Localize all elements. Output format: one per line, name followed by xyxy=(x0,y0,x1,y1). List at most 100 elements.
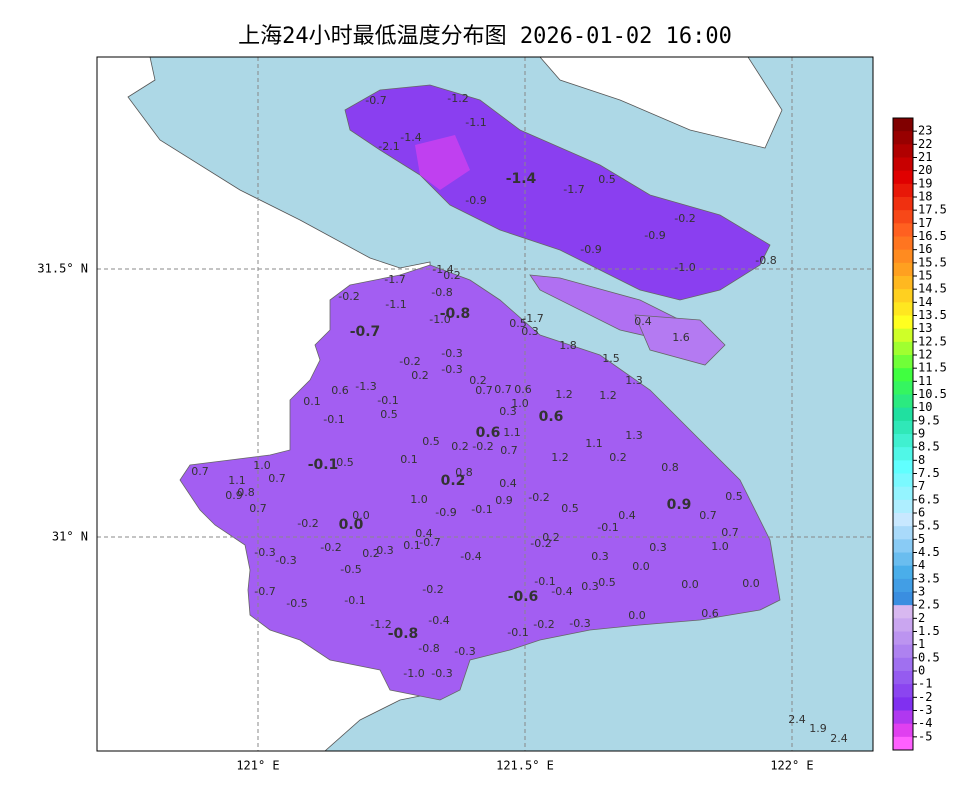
station-value: -0.1 xyxy=(308,457,339,473)
colorbar-segment xyxy=(893,499,913,514)
station-value: 0.1 xyxy=(303,395,321,408)
station-value: -1.2 xyxy=(370,618,391,631)
colorbar-segment xyxy=(893,355,913,369)
colorbar-label: -5 xyxy=(918,729,932,743)
colorbar-label: 11.5 xyxy=(918,361,947,375)
cold-spot xyxy=(415,135,470,190)
colorbar-label: 10 xyxy=(918,400,932,414)
station-value: -0.4 xyxy=(428,614,449,627)
station-value: 0.8 xyxy=(661,461,679,474)
station-value: -1.4 xyxy=(400,131,421,144)
station-value: -1.0 xyxy=(429,313,450,326)
colorbar-label: 14.5 xyxy=(918,282,947,296)
colorbar-label: 6 xyxy=(918,506,925,520)
colorbar-label: 13.5 xyxy=(918,308,947,322)
colorbar-segment xyxy=(893,592,913,606)
colorbar-segment xyxy=(893,631,913,646)
colorbar-label: 8.5 xyxy=(918,440,940,454)
station-value: 0.2 xyxy=(443,269,461,282)
colorbar-label: 7 xyxy=(918,479,925,493)
colorbar-label: 14 xyxy=(918,295,932,309)
frame-border xyxy=(96,56,874,752)
station-value: 1.1 xyxy=(228,474,246,487)
station-value: -1.4 xyxy=(506,171,537,187)
station-value: 0.4 xyxy=(499,477,517,490)
station-value: 1.0 xyxy=(253,459,271,472)
station-value: -0.2 xyxy=(320,541,341,554)
colorbar-segment xyxy=(893,183,913,198)
colorbar-segment xyxy=(893,407,913,422)
colorbar-label: 13 xyxy=(918,321,932,335)
station-value: -0.8 xyxy=(431,286,452,299)
station-value: 0.0 xyxy=(632,560,650,573)
station-value: -1.3 xyxy=(355,380,376,393)
colorbar-label: 23 xyxy=(918,124,932,138)
colorbar-label: 0 xyxy=(918,664,925,678)
station-value: -0.7 xyxy=(350,324,381,340)
station-value: 1.3 xyxy=(625,429,643,442)
station-value: 1.0 xyxy=(711,540,729,553)
station-value: -0.2 xyxy=(533,618,554,631)
station-value: 1.6 xyxy=(672,331,690,344)
colorbar-segment xyxy=(893,262,913,277)
station-value: 0.7 xyxy=(191,465,209,478)
station-value: -0.3 xyxy=(275,554,296,567)
colorbar-segment xyxy=(893,684,913,698)
station-value: -1.1 xyxy=(385,298,406,311)
station-value: -0.1 xyxy=(534,575,555,588)
lon-label: 121.5° E xyxy=(496,759,554,773)
station-value: -1.0 xyxy=(674,261,695,274)
station-value: -1.7 xyxy=(563,183,584,196)
colorbar-label: 9 xyxy=(918,427,925,441)
station-value: -0.2 xyxy=(528,491,549,504)
station-value: 0.2 xyxy=(469,374,487,387)
station-value: -1.0 xyxy=(403,667,424,680)
station-value: -0.2 xyxy=(422,583,443,596)
station-value: 0.5 xyxy=(598,576,616,589)
colorbar-segment xyxy=(893,381,913,395)
colorbar-label: 18 xyxy=(918,190,932,204)
station-value: 0.3 xyxy=(581,580,599,593)
station-value: 0.5 xyxy=(422,435,440,448)
station-value: 1.0 xyxy=(511,397,529,410)
station-value: -0.3 xyxy=(569,617,590,630)
station-value: -0.2 xyxy=(297,517,318,530)
station-value: 0.5 xyxy=(336,456,354,469)
station-value: 0.8 xyxy=(455,466,473,479)
station-value: 1.1 xyxy=(585,437,603,450)
station-value: -0.5 xyxy=(340,563,361,576)
colorbar-label: 6.5 xyxy=(918,492,940,506)
colorbar-label: -4 xyxy=(918,716,932,730)
colorbar-segment xyxy=(893,315,913,330)
station-value: 0.0 xyxy=(742,577,760,590)
station-value: 0.3 xyxy=(499,405,517,418)
colorbar-segment xyxy=(893,513,913,527)
station-value: 0.5 xyxy=(598,173,616,186)
colorbar-segment xyxy=(893,144,913,158)
station-value: 0.9 xyxy=(495,494,513,507)
colorbar-label: 21 xyxy=(918,150,932,164)
colorbar-label: 10.5 xyxy=(918,387,947,401)
station-value: 0.0 xyxy=(628,609,646,622)
station-value: 0.7 xyxy=(500,444,518,457)
station-value: 0.8 xyxy=(237,486,255,499)
colorbar-segment xyxy=(893,644,913,659)
colorbar-segment xyxy=(893,697,913,711)
colorbar-segment xyxy=(893,565,913,580)
colorbar-segment xyxy=(893,710,913,725)
colorbar-segment xyxy=(893,657,913,672)
colorbar-label: 3 xyxy=(918,585,925,599)
station-value: 0.0 xyxy=(339,517,364,533)
colorbar-label: 16 xyxy=(918,242,932,256)
station-value: -0.9 xyxy=(465,194,486,207)
colorbar-label: 5 xyxy=(918,532,925,546)
station-value: 0.7 xyxy=(268,472,286,485)
colorbar-label: 7.5 xyxy=(918,466,940,480)
colorbar-segment xyxy=(893,197,913,211)
station-value: 0.7 xyxy=(721,526,739,539)
station-value: 0.9 xyxy=(667,497,692,513)
colorbar-label: 15.5 xyxy=(918,255,947,269)
colorbar-label: 4.5 xyxy=(918,545,940,559)
station-value: 0.7 xyxy=(494,383,512,396)
colorbar-segment xyxy=(893,368,913,382)
